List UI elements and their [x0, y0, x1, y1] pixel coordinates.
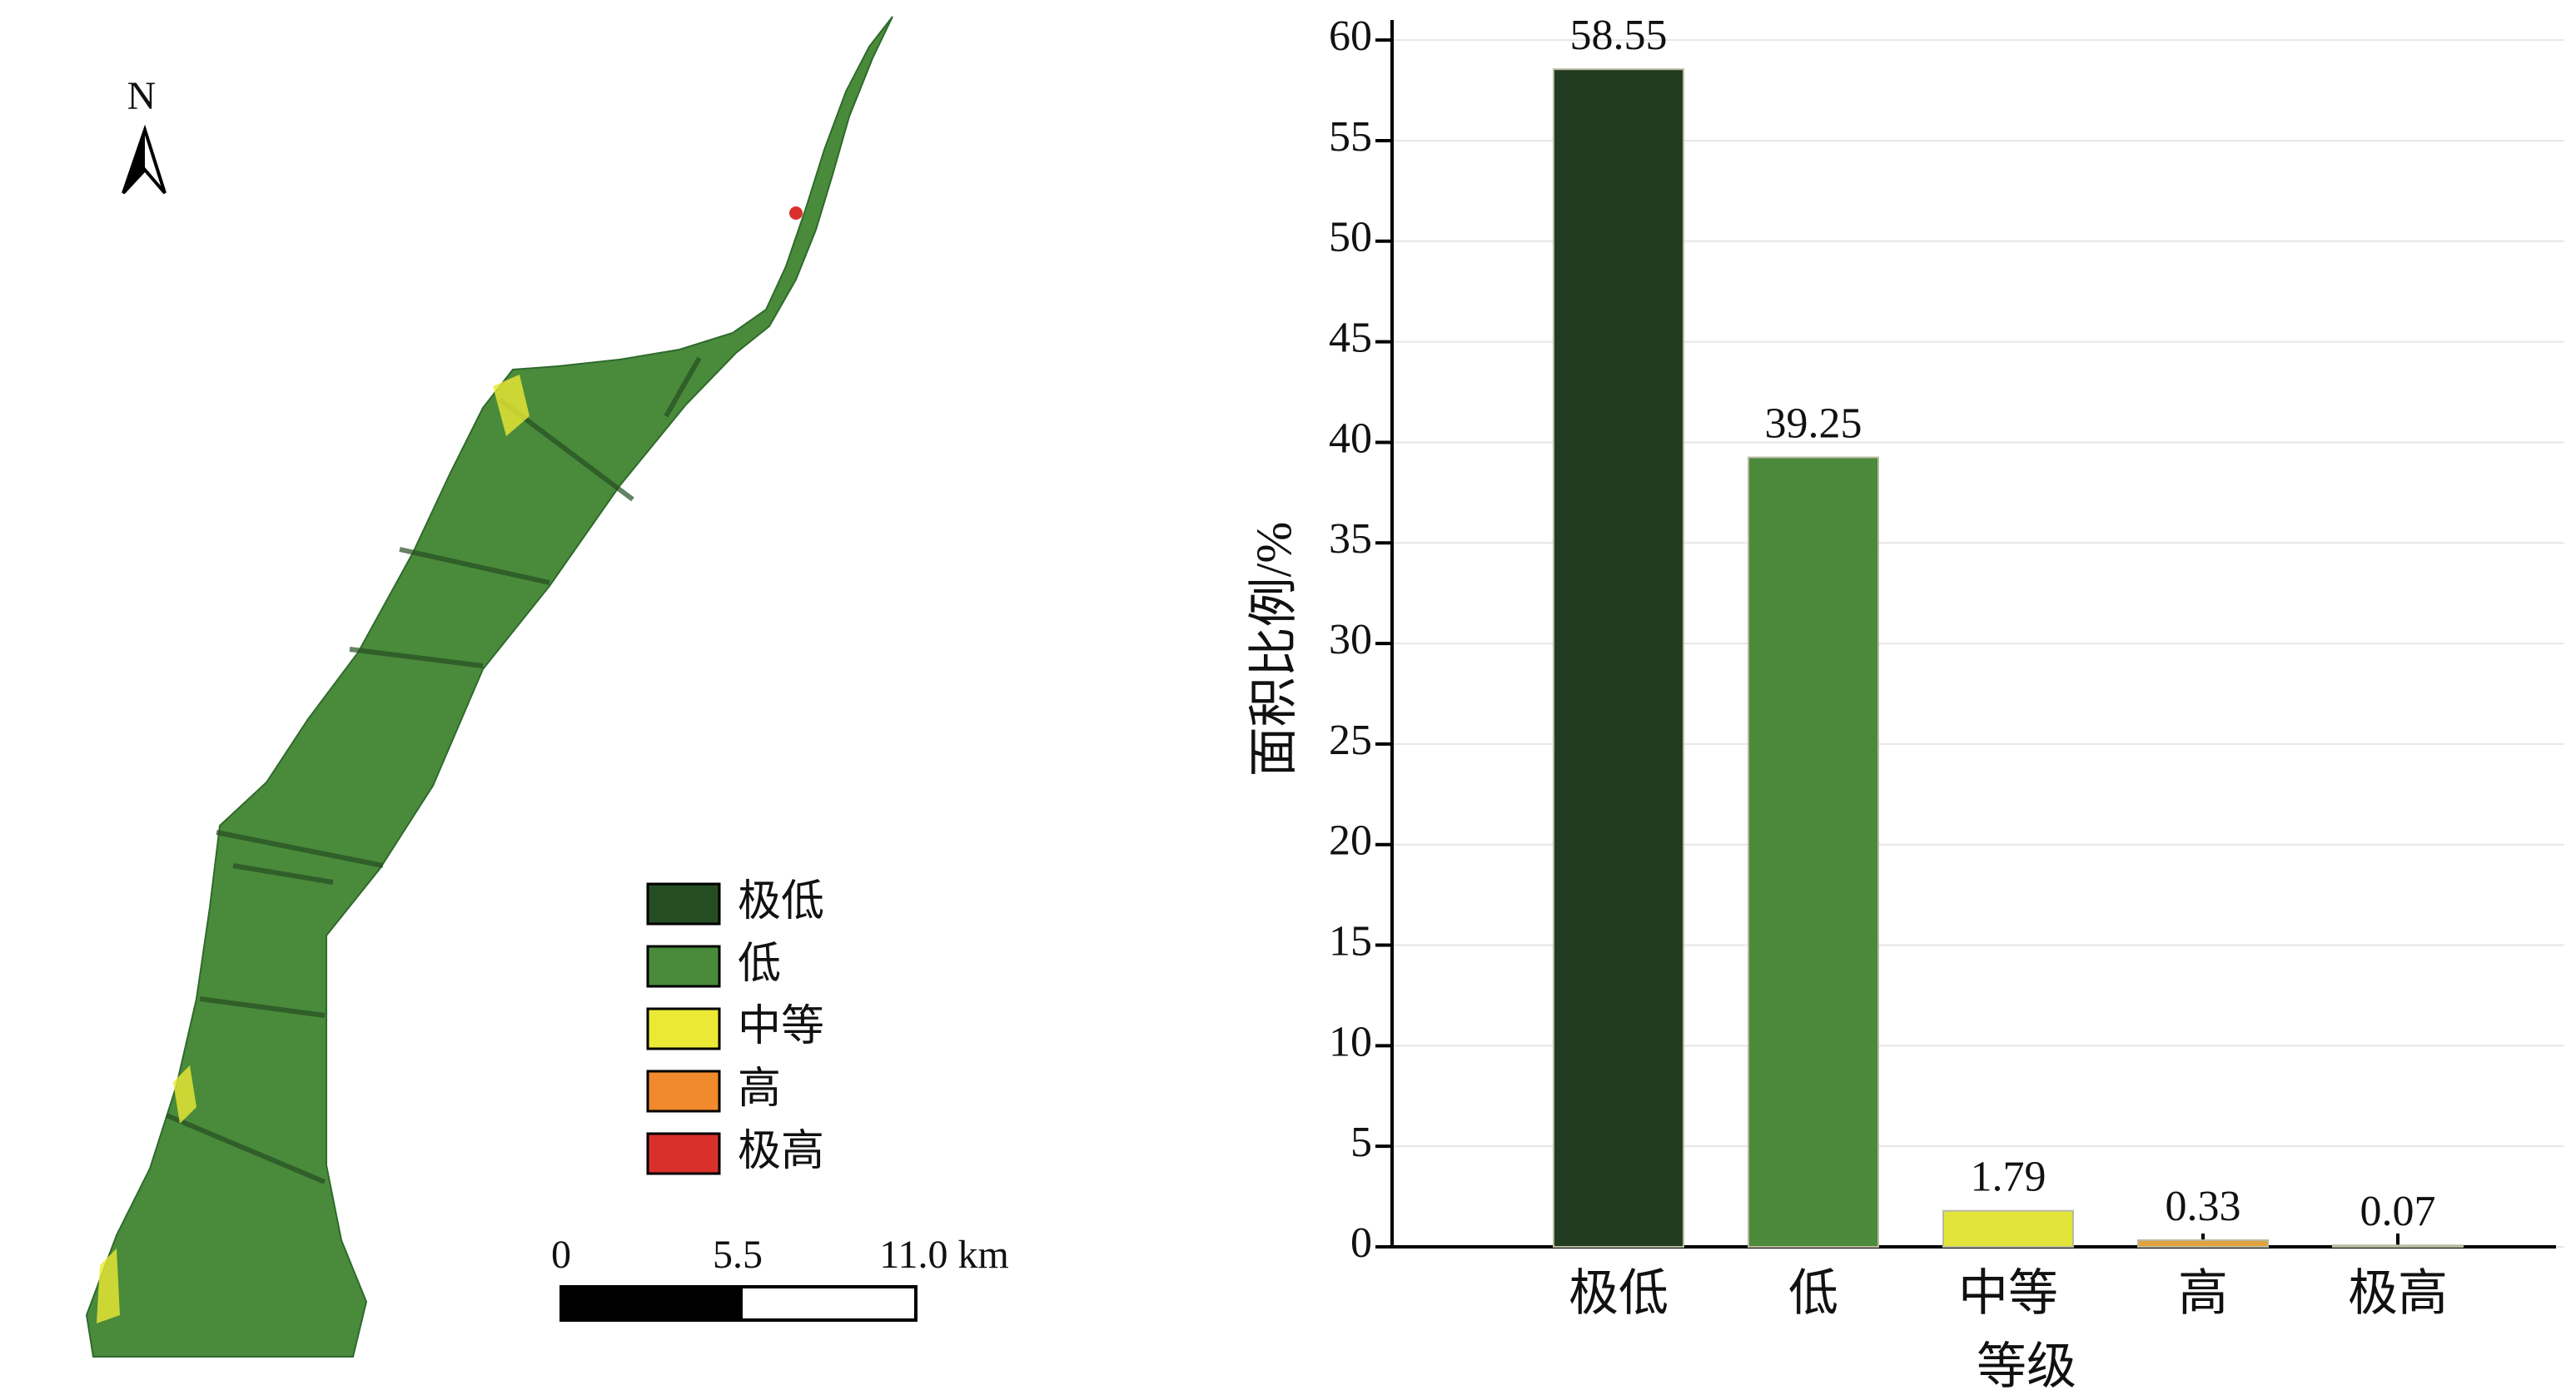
y-tick-label: 25	[1329, 717, 1372, 764]
y-tick-label: 30	[1329, 616, 1372, 663]
y-tick-label: 0	[1350, 1219, 1372, 1267]
bar	[2137, 1239, 2269, 1248]
legend-label: 低	[738, 941, 781, 988]
legend-swatch	[646, 1132, 721, 1175]
map-region	[85, 16, 893, 1358]
bar	[1942, 1209, 2074, 1249]
legend-label: 中等	[738, 1003, 824, 1050]
value-label: 0.07	[2360, 1188, 2436, 1235]
value-label: 58.55	[1570, 12, 1668, 59]
y-axis-label: 面积比例/%	[1246, 522, 1301, 777]
scale-label: 5.5	[713, 1233, 763, 1277]
bar	[1748, 456, 1879, 1248]
y-tick-label: 5	[1350, 1119, 1372, 1166]
legend-swatch	[646, 945, 721, 988]
bar	[1553, 68, 1684, 1248]
scale-bar: 0 5.5 11.0 km	[551, 1233, 1009, 1322]
y-tick-label: 45	[1329, 315, 1372, 362]
x-tick-label: 高	[2178, 1266, 2228, 1321]
y-tick-label: 15	[1329, 917, 1372, 965]
legend-swatch	[646, 1070, 721, 1113]
y-tick-label: 40	[1329, 415, 1372, 462]
x-axis-label: 等级	[1977, 1339, 2076, 1394]
bar	[2332, 1244, 2464, 1248]
y-tick-label: 50	[1329, 214, 1372, 261]
scale-bar-white	[739, 1285, 918, 1322]
chart: 等级 面积比例/% 0 5 10 15 20 25 30 35 40 45 50 55 60 极低 58.5…	[1246, 12, 2564, 1394]
legend-label: 极高	[738, 1128, 824, 1175]
y-tick-label: 60	[1329, 12, 1372, 60]
legend-label: 极低	[738, 878, 824, 926]
x-tick-label: 低	[1788, 1266, 1838, 1321]
y-tick-label: 55	[1329, 113, 1372, 161]
north-label: N	[127, 74, 157, 118]
x-tick-label: 中等	[1958, 1266, 2058, 1321]
legend-swatch	[646, 882, 721, 926]
scale-label: 11.0 km	[879, 1233, 1009, 1277]
legend-label: 高	[738, 1065, 781, 1113]
value-label: 0.33	[2166, 1183, 2241, 1230]
value-label: 39.25	[1765, 400, 1862, 448]
y-tick-label: 20	[1329, 817, 1372, 865]
map-texture	[165, 356, 702, 1184]
y-tick-label: 10	[1329, 1018, 1372, 1065]
north-arrow-fill	[123, 130, 145, 193]
scale-label: 0	[551, 1233, 571, 1277]
y-tick-label: 35	[1329, 515, 1372, 563]
scale-bar-black	[559, 1285, 743, 1322]
x-tick-label: 极低	[1569, 1266, 1668, 1321]
x-tick-label: 极高	[2348, 1266, 2448, 1321]
value-label: 1.79	[1971, 1154, 2046, 1201]
map-red-patch	[789, 206, 803, 220]
legend-swatch	[646, 1007, 721, 1050]
